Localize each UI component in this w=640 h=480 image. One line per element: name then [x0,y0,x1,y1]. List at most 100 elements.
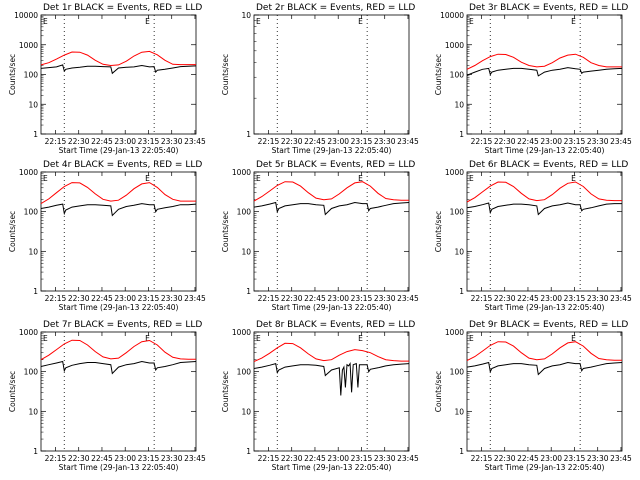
x-tick-label: 23:30 [587,454,609,463]
y-axis-label: Counts/sec [221,211,230,252]
lld-series-line [466,181,622,203]
x-axis-label: Start Time (29-Jan-13 22:05:40) [485,303,605,312]
panel-det7r: Det 7r BLACK = Events, RED = LLD E E 22:15 2… [8,320,206,472]
y-tick-label: 1000 [232,168,251,177]
x-tick-label: 22:45 [91,294,113,303]
corner-mark-left: E [256,174,261,183]
x-tick-label: 23:00 [114,137,136,146]
x-tick-label: 23:30 [587,137,609,146]
plot-frame [466,171,623,292]
y-axis-label: Counts/sec [8,371,17,412]
corner-mark-right: E [571,174,576,183]
lld-series-line [466,53,622,70]
x-tick-label: 23:15 [138,294,160,303]
corner-mark-left: E [43,17,48,26]
x-tick-label: 23:45 [610,454,632,463]
panel-title: Det 2r BLACK = Events, RED = LLD [256,3,415,13]
x-tick-label: 22:45 [517,454,539,463]
corner-mark-right: E [358,334,363,343]
y-tick-label: 1000 [19,41,38,50]
events-series-line [466,202,622,216]
y-axis-label: Counts/sec [434,371,443,412]
x-tick-label: 23:45 [610,294,632,303]
x-tick-label: 23:30 [374,137,396,146]
y-tick-label: 100 [24,368,39,377]
y-tick-label: 100 [24,208,39,217]
corner-mark-left: E [256,334,261,343]
corner-mark-left: E [469,174,474,183]
y-tick-label: 1 [459,130,464,139]
y-tick-label: 10000 [440,11,464,20]
panel-title: Det 5r BLACK = Events, RED = LLD [256,160,415,170]
x-tick-label: 23:30 [161,294,183,303]
y-tick-label: 1000 [445,328,464,337]
x-tick-label: 23:00 [540,454,562,463]
y-tick-label: 100 [450,368,465,377]
x-tick-label: 22:15 [45,294,67,303]
x-tick-label: 22:45 [304,454,326,463]
plot-frame [253,171,410,292]
corner-mark-right: E [358,17,363,26]
x-tick-label: 23:45 [397,294,419,303]
panel-title: Det 4r BLACK = Events, RED = LLD [43,160,202,170]
y-tick-label: 10 [241,11,251,20]
x-tick-label: 22:30 [281,137,303,146]
x-tick-label: 23:45 [184,137,206,146]
events-series-line [40,64,197,75]
x-tick-label: 22:15 [471,294,493,303]
x-tick-label: 22:15 [471,454,493,463]
x-tick-label: 22:15 [45,454,67,463]
x-tick-label: 23:15 [351,454,373,463]
y-tick-label: 10000 [14,11,38,20]
y-axis-label: Counts/sec [8,211,17,252]
x-tick-label: 23:45 [184,454,206,463]
y-tick-label: 100 [237,208,252,217]
y-tick-label: 100 [450,71,465,80]
y-tick-label: 10 [454,407,464,416]
y-tick-label: 100 [24,71,39,80]
x-tick-label: 22:45 [304,137,326,146]
panel-title: Det 3r BLACK = Events, RED = LLD [469,3,628,13]
y-tick-label: 1 [246,130,251,139]
y-tick-label: 10 [454,247,464,256]
corner-mark-right: E [358,174,363,183]
panel-title: Det 6r BLACK = Events, RED = LLD [469,160,628,170]
y-tick-label: 1 [33,130,38,139]
x-tick-label: 23:30 [374,294,396,303]
x-tick-label: 22:15 [258,137,280,146]
y-tick-label: 1 [459,447,464,456]
plot-frame [40,331,197,452]
corner-mark-right: E [571,334,576,343]
y-tick-label: 1000 [445,41,464,50]
plot-frame [253,331,410,452]
x-tick-label: 23:30 [161,454,183,463]
panel-title: Det 1r BLACK = Events, RED = LLD [43,3,202,13]
x-tick-label: 22:15 [45,137,67,146]
x-tick-label: 23:00 [540,137,562,146]
x-tick-label: 22:30 [281,454,303,463]
corner-mark-left: E [256,17,261,26]
x-tick-label: 22:45 [91,454,113,463]
x-tick-label: 22:15 [471,137,493,146]
x-axis-label: Start Time (29-Jan-13 22:05:40) [59,463,179,472]
corner-mark-left: E [43,334,48,343]
y-tick-label: 1 [246,447,251,456]
x-tick-label: 22:30 [494,454,516,463]
lld-series-line [253,181,409,202]
panel-det6r: Det 6r BLACK = Events, RED = LLD E E 22:15 2… [434,160,632,312]
y-axis-label: Counts/sec [434,211,443,252]
corner-mark-right: E [145,334,150,343]
y-tick-label: 1000 [19,328,38,337]
x-axis-label: Start Time (29-Jan-13 22:05:40) [485,146,605,155]
panel-title: Det 9r BLACK = Events, RED = LLD [469,320,628,330]
panel-title: Det 7r BLACK = Events, RED = LLD [43,320,202,330]
x-tick-label: 22:15 [258,294,280,303]
y-axis-label: Counts/sec [8,54,17,95]
y-axis-label: Counts/sec [221,54,230,95]
y-tick-label: 1 [33,287,38,296]
